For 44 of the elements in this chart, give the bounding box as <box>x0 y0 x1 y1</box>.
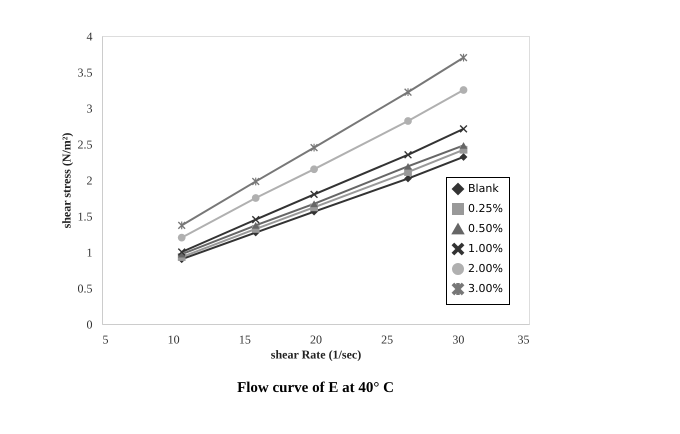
point <box>178 248 186 256</box>
point <box>310 200 318 208</box>
x-tick-label: 15 <box>238 332 251 346</box>
x-tick-label: 30 <box>452 332 464 346</box>
y-tick-label: 4 <box>86 30 92 44</box>
y-axis-title: shear stress (N/m²) <box>60 132 74 228</box>
point <box>404 150 412 159</box>
y-tick-label: 3 <box>86 102 92 116</box>
y-tick-label: 1.5 <box>78 210 92 224</box>
x-tick-label: 20 <box>310 332 322 346</box>
point <box>252 178 260 186</box>
y-tick-label: 1 <box>86 246 92 260</box>
x-tick-label: 25 <box>381 332 394 346</box>
legend-label: 2.00% <box>468 262 503 275</box>
y-tick-label: 0 <box>86 318 92 332</box>
point <box>460 153 468 161</box>
y-tick-label: 2.5 <box>78 138 92 152</box>
legend-label: 3.00% <box>468 282 503 295</box>
point <box>404 88 412 96</box>
point <box>310 165 318 174</box>
point <box>460 86 468 94</box>
point <box>460 142 468 149</box>
point <box>252 216 260 224</box>
point <box>460 54 468 62</box>
y-tick-label: 3.5 <box>78 66 92 80</box>
legend-label: 1.00% <box>468 242 503 255</box>
text: Flow curve of E at 40° C <box>237 380 394 396</box>
point <box>252 194 260 202</box>
legend-label: Blank <box>468 182 500 195</box>
point <box>404 162 412 170</box>
point <box>310 190 318 198</box>
x-tick-label: 5 <box>102 332 108 346</box>
point <box>460 125 468 133</box>
x-tick-label: 35 <box>518 332 530 346</box>
y-tick-label: 0.5 <box>78 282 92 296</box>
legend-label: 0.25% <box>468 202 503 215</box>
x-tick-label: 10 <box>168 332 180 346</box>
x-axis-title: shear Rate (1/sec) <box>270 348 362 362</box>
point <box>178 221 186 230</box>
point <box>178 234 186 242</box>
legend-label: 0.50% <box>468 222 503 235</box>
y-tick-label: 2 <box>86 174 92 188</box>
point <box>252 222 260 229</box>
point <box>404 117 412 125</box>
